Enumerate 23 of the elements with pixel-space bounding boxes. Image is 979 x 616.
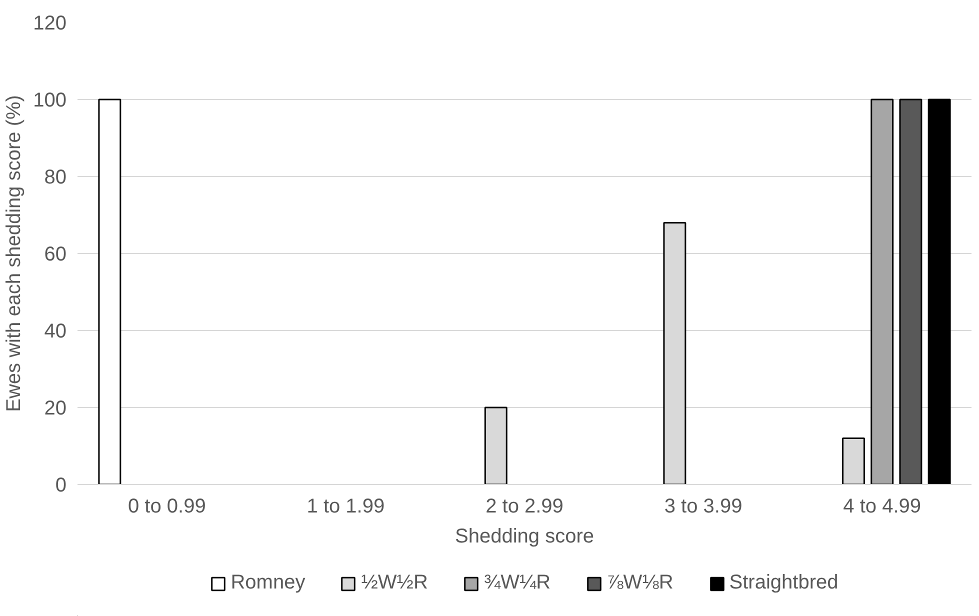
y-tick-label: 0 [55,474,66,496]
x-tick-label: 3 to 3.99 [664,496,742,518]
bar [98,98,122,484]
y-tick-label: 60 [44,244,67,266]
x-tick-label: 1 to 1.99 [306,496,385,518]
x-tick-label: 4 to 4.99 [843,496,922,518]
x-axis-title: Shedding score [455,526,594,548]
legend-label: ½W½R [361,572,428,594]
y-tick-label: 120 [33,12,67,34]
bar [870,98,894,484]
legend-label: Romney [230,572,306,594]
bar [899,98,922,484]
legend-label: Straightbred [729,572,838,594]
legend-label: ⅞W⅛R [606,572,674,594]
y-axis-title: Ewes with each shedding score (%) [3,95,26,412]
y-tick-label: 100 [33,90,67,112]
legend-label: ¾W¼R [484,572,551,594]
x-tick-label: 2 to 2.99 [486,496,564,518]
y-tick-label: 80 [44,166,67,188]
x-tick-label: 0 to 0.99 [128,496,206,518]
bar [928,98,951,484]
y-tick-label: 40 [44,320,67,342]
y-tick-label: 20 [44,398,67,420]
